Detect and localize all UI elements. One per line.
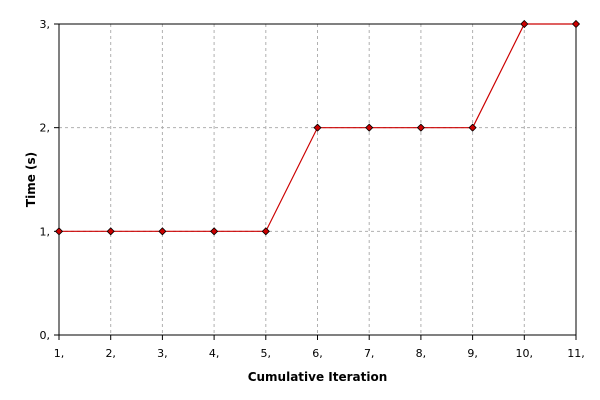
y-axis: 0, 1, 2, 3, (40, 18, 59, 342)
data-point (571, 19, 581, 29)
x-tick-label: 5, (261, 347, 272, 360)
y-tick-label: 0, (40, 329, 51, 342)
x-tick-label: 3, (157, 347, 168, 360)
data-point (106, 227, 115, 236)
x-tick-label: 10, (516, 347, 534, 360)
y-tick-label: 1, (40, 225, 51, 238)
y-tick-label: 2, (40, 122, 51, 135)
x-tick-label: 2, (105, 347, 116, 360)
series-group (54, 19, 581, 236)
x-tick-label: 4, (209, 347, 220, 360)
x-tick-label: 9, (467, 347, 478, 360)
x-tick-label: 11, (567, 347, 585, 360)
x-axis: 1, 2, 3, 4, 5, 6, 7, 8, 9, 10, 11, (54, 335, 585, 360)
data-point (416, 123, 425, 132)
x-axis-title: Cumulative Iteration (248, 370, 388, 384)
x-tick-label: 7, (364, 347, 375, 360)
x-tick-label: 8, (416, 347, 427, 360)
grid (59, 24, 576, 335)
x-tick-label: 6, (312, 347, 323, 360)
data-point (365, 123, 374, 132)
data-point (54, 227, 64, 236)
data-point (210, 227, 219, 236)
data-point (468, 123, 477, 132)
x-tick-label: 1, (54, 347, 65, 360)
y-axis-title: Time (s) (24, 152, 38, 207)
y-tick-label: 3, (40, 18, 51, 31)
data-point (313, 123, 322, 132)
data-point (520, 19, 529, 29)
data-point (158, 227, 167, 236)
data-point (261, 227, 270, 236)
